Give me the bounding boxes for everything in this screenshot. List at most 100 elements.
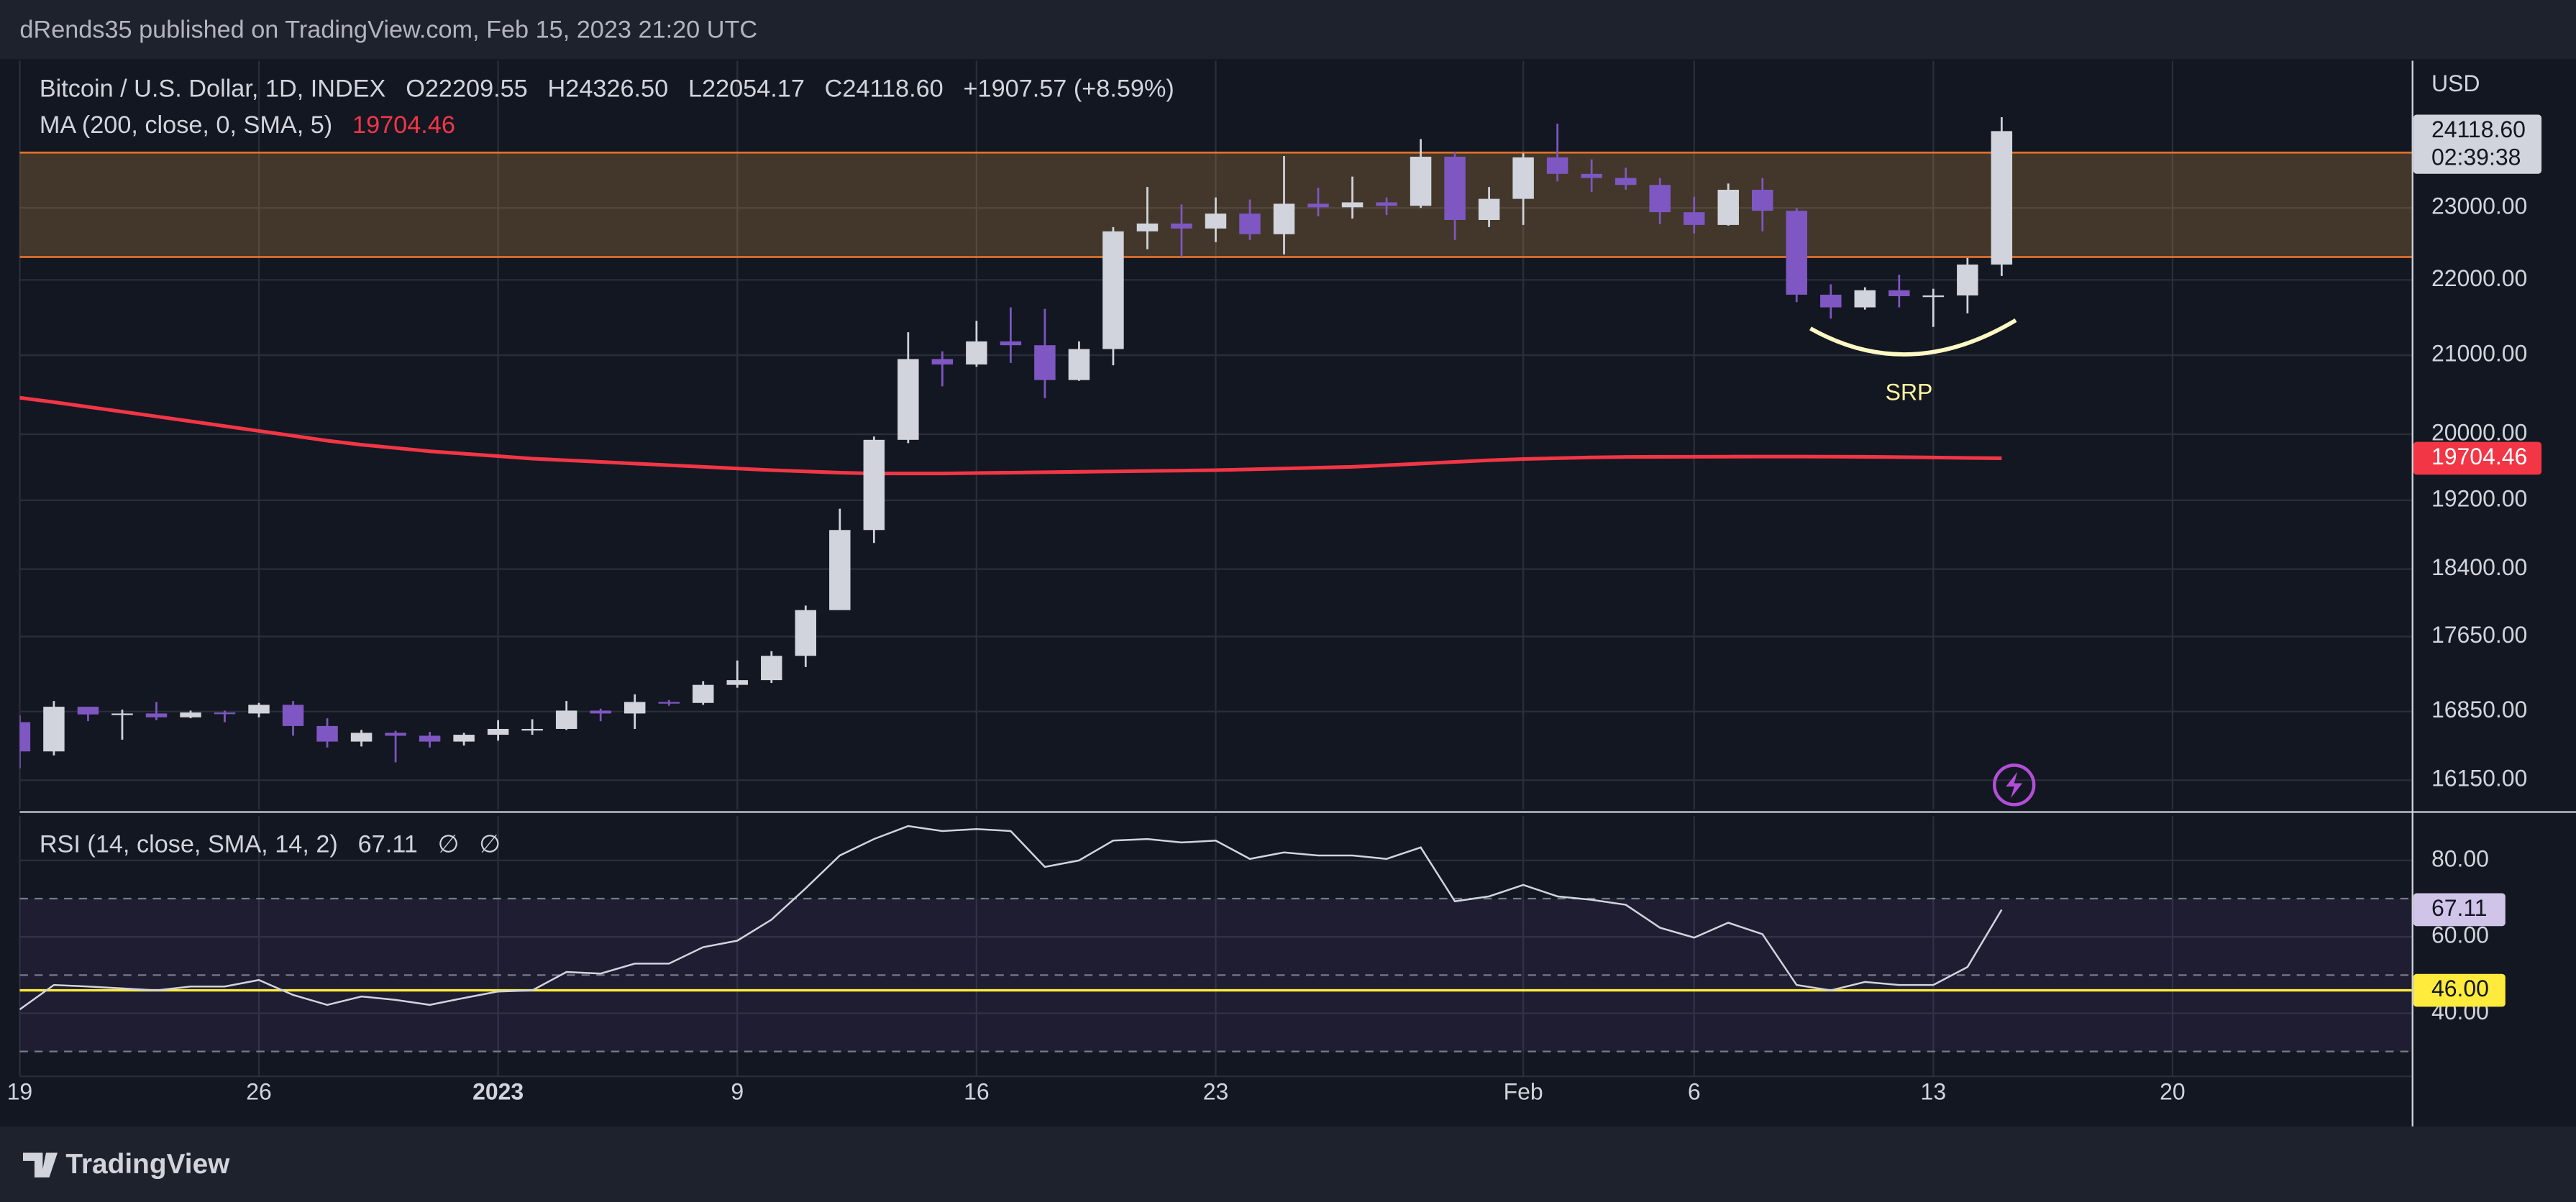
candle-body [419, 735, 441, 742]
rsi-line [19, 825, 2003, 1011]
x-tick-label: 26 [246, 1079, 272, 1105]
candle-body [453, 735, 475, 742]
candle-body [1991, 131, 2013, 265]
candle-body [1614, 178, 1637, 185]
candle-body [1410, 156, 1432, 206]
grid [19, 60, 2412, 1076]
annotation-text: SRP [1886, 380, 1933, 405]
currency-label: USD [2431, 70, 2480, 96]
candle-body [590, 710, 611, 714]
candle-body [1102, 231, 1124, 349]
candle-body [1171, 223, 1192, 229]
rsi-tag-label: 67.11 [2431, 895, 2488, 921]
legend-close: C24118.60 [825, 75, 944, 103]
y-tick-label: 16150.00 [2431, 766, 2527, 792]
symbol-legend: Bitcoin / U.S. Dollar, 1D, INDEX O22209.… [40, 75, 1174, 103]
candle-body [1786, 211, 1807, 295]
candle-body [1034, 345, 1056, 380]
candle-body [1341, 202, 1364, 208]
candle-body [1273, 203, 1295, 234]
rsi-value: 67.11 [358, 830, 418, 858]
y-tick-label: 23000.00 [2431, 193, 2527, 219]
candle-body [1752, 189, 1773, 211]
legend-open: O22209.55 [406, 75, 528, 103]
ma-tag [2413, 441, 2542, 475]
candle-body [795, 610, 817, 656]
x-tick-label: 9 [731, 1079, 744, 1105]
header-text: dRends35 published on TradingView.com, F… [19, 16, 757, 43]
candle-body [180, 712, 201, 717]
candle-body [829, 530, 851, 610]
footer-bar [0, 1126, 2576, 1202]
candle-body [1922, 295, 1945, 298]
candle-body [1854, 290, 1876, 308]
candle-body [1546, 157, 1568, 174]
x-tick-label: 20 [2160, 1079, 2186, 1105]
candle-body [1683, 212, 1705, 225]
x-tick-label: 2023 [472, 1079, 524, 1105]
ma-legend: MA (200, close, 0, SMA, 5) 19704.46 [40, 111, 455, 139]
rsi-pane [19, 825, 2412, 1052]
rsi-tick-label: 60.00 [2431, 922, 2489, 948]
ma-tag-label: 19704.46 [2431, 444, 2527, 469]
rsi-legend: RSI (14, close, SMA, 14, 2) 67.11 ∅ ∅ [40, 830, 501, 858]
legend-low: L22054.17 [688, 75, 805, 103]
rsi-tag [2413, 893, 2506, 927]
candle-body [145, 713, 168, 717]
candle-body [248, 705, 270, 714]
symbol: Bitcoin / U.S. Dollar, 1D, INDEX [40, 75, 386, 103]
candle-body [1957, 264, 1978, 295]
candle-body [77, 707, 99, 715]
candle-body [214, 712, 236, 715]
candle-body [693, 684, 714, 703]
footer-brand[interactable]: TradingView [65, 1149, 230, 1180]
ma-value: 19704.46 [352, 111, 455, 139]
candle-body [555, 710, 577, 729]
candle-body [350, 733, 373, 742]
y-tick-label: 16850.00 [2431, 697, 2527, 722]
candle-body [624, 702, 646, 714]
countdown-label: 02:39:38 [2431, 144, 2521, 170]
candle-body [1649, 185, 1671, 213]
logo-dot [46, 1153, 55, 1162]
candle-body [487, 728, 509, 735]
x-tick-label: Feb [1504, 1079, 1543, 1105]
x-tick-label: 19 [7, 1079, 33, 1105]
candle-body [111, 713, 133, 715]
candle-body [726, 680, 748, 685]
candle-body [898, 359, 919, 440]
legend-high: H24326.50 [548, 75, 669, 103]
candle-body [863, 439, 885, 531]
candle-body [1307, 203, 1329, 208]
ma-name: MA (200, close, 0, SMA, 5) [40, 111, 332, 139]
candle-body [316, 725, 338, 742]
x-tick-label: 13 [1921, 1079, 1947, 1105]
y-tick-label: 20000.00 [2431, 419, 2527, 445]
x-tick-label: 23 [1203, 1079, 1229, 1105]
hline-tag [2413, 973, 2506, 1007]
candle-body [1239, 214, 1261, 234]
candle-body [1888, 290, 1910, 296]
candle-body [43, 707, 65, 752]
y-tick-label: 17650.00 [2431, 622, 2527, 648]
candle-body [1581, 173, 1602, 178]
rsi-band [19, 899, 2412, 1052]
x-tick-label: 16 [964, 1079, 990, 1105]
candle-body [1136, 223, 1159, 231]
y-tick-label: 19200.00 [2431, 485, 2527, 511]
annotation-arc [1809, 318, 2017, 357]
price-pane [19, 117, 2412, 769]
candle-body [761, 656, 782, 681]
candle-body [1478, 198, 1500, 220]
rsi-name: RSI (14, close, SMA, 14, 2) [40, 830, 338, 858]
y-tick-label: 22000.00 [2431, 265, 2527, 291]
alert-icon[interactable] [1993, 763, 2036, 807]
candle-body [385, 733, 406, 736]
candle-body [19, 722, 31, 752]
candle-body [1205, 214, 1227, 229]
candle-body [1376, 202, 1397, 206]
legend-change: +1907.57 (+8.59%) [964, 75, 1174, 103]
